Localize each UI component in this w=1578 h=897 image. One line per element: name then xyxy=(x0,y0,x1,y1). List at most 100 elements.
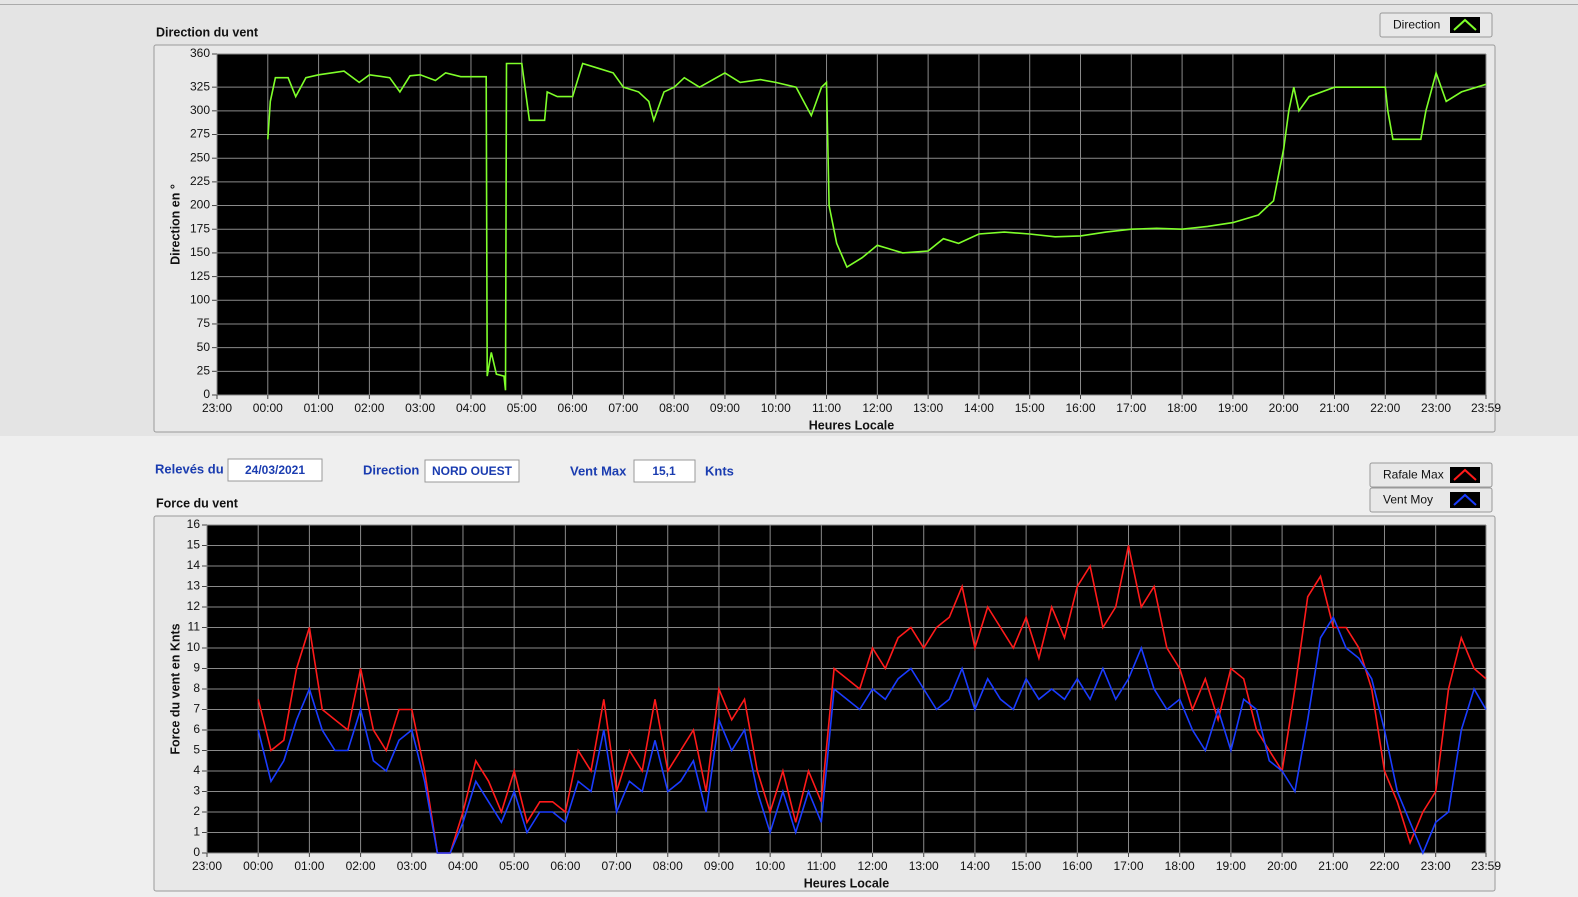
field-box xyxy=(424,459,520,483)
x-tick-label: 23:00 xyxy=(1421,859,1451,873)
y-tick-label: 250 xyxy=(190,150,210,164)
x-tick-label: 12:00 xyxy=(862,401,892,415)
y-tick-label: 50 xyxy=(197,340,211,354)
y-tick-label: 175 xyxy=(190,221,210,235)
legend-swatch xyxy=(1453,468,1477,481)
x-tick-label: 10:00 xyxy=(761,401,791,415)
y-tick-label: 1 xyxy=(193,825,200,839)
y-tick-label: 325 xyxy=(190,79,210,93)
legend-swatch-bg xyxy=(1450,492,1480,508)
x-tick-label: 09:00 xyxy=(704,859,734,873)
y-tick-label: 7 xyxy=(193,702,200,716)
x-tick-label: 02:00 xyxy=(354,401,384,415)
x-tick-label: 05:00 xyxy=(507,401,537,415)
chart-title: Force du vent xyxy=(156,496,239,510)
y-tick-label: 16 xyxy=(187,517,201,531)
x-tick-label: 23:00 xyxy=(1421,401,1451,415)
y-tick-label: 25 xyxy=(197,363,211,377)
x-tick-label: 16:00 xyxy=(1062,859,1092,873)
y-axis-label: Force du vent en Knts xyxy=(168,623,182,754)
x-tick-label: 11:00 xyxy=(807,859,836,873)
x-tick-label: 15:00 xyxy=(1015,401,1045,415)
legend-label: Rafale Max xyxy=(1383,468,1444,482)
y-tick-label: 200 xyxy=(190,198,210,212)
x-tick-label: 04:00 xyxy=(456,401,486,415)
legend-label: Direction xyxy=(1393,18,1440,32)
x-tick-label: 13:00 xyxy=(909,859,939,873)
y-tick-label: 5 xyxy=(193,743,200,757)
x-tick-label: 16:00 xyxy=(1065,401,1095,415)
legend-swatch xyxy=(1453,18,1477,31)
x-tick-label: 06:00 xyxy=(550,859,580,873)
x-tick-label: 01:00 xyxy=(304,401,334,415)
y-tick-label: 9 xyxy=(193,661,200,675)
x-tick-label: 04:00 xyxy=(448,859,478,873)
field-box xyxy=(633,459,696,483)
y-tick-label: 2 xyxy=(193,804,200,818)
y-tick-label: 11 xyxy=(188,620,201,634)
x-tick-label: 15:00 xyxy=(1011,859,1041,873)
x-tick-label: 00:00 xyxy=(253,401,283,415)
series-line xyxy=(257,615,1487,856)
x-tick-label: 08:00 xyxy=(659,401,689,415)
y-axis-label: Direction en ° xyxy=(168,184,182,265)
legend-swatch-bg xyxy=(1450,467,1480,483)
x-tick-label: 23:59 xyxy=(1471,401,1501,415)
field-box xyxy=(227,458,323,482)
x-tick-label: 13:00 xyxy=(913,401,943,415)
field-value: 24/03/2021 xyxy=(245,463,305,477)
x-tick-label: 19:00 xyxy=(1218,401,1248,415)
x-tick-label: 06:00 xyxy=(558,401,588,415)
x-tick-label: 21:00 xyxy=(1319,401,1349,415)
y-tick-label: 14 xyxy=(187,558,201,572)
y-tick-label: 0 xyxy=(203,387,210,401)
x-tick-label: 14:00 xyxy=(964,401,994,415)
x-tick-label: 07:00 xyxy=(608,401,638,415)
x-tick-label: 22:00 xyxy=(1370,401,1400,415)
x-tick-label: 20:00 xyxy=(1269,401,1299,415)
y-tick-label: 6 xyxy=(193,722,200,736)
field-value: 15,1 xyxy=(652,464,676,478)
legend-label: Vent Moy xyxy=(1383,493,1433,507)
x-tick-label: 14:00 xyxy=(960,859,990,873)
x-tick-label: 05:00 xyxy=(499,859,529,873)
x-tick-label: 09:00 xyxy=(710,401,740,415)
x-tick-label: 19:00 xyxy=(1216,859,1246,873)
x-axis-label: Heures Locale xyxy=(809,418,895,432)
y-tick-label: 125 xyxy=(190,269,210,283)
chart-title: Direction du vent xyxy=(156,25,259,39)
field-unit: Knts xyxy=(705,463,734,478)
y-tick-label: 12 xyxy=(187,599,201,613)
x-tick-label: 03:00 xyxy=(397,859,427,873)
field-label: Relevés du xyxy=(155,461,224,476)
y-tick-label: 15 xyxy=(187,538,201,552)
legend-swatch xyxy=(1453,493,1477,506)
y-tick-label: 3 xyxy=(193,784,200,798)
legend-swatch-bg xyxy=(1450,17,1480,33)
x-tick-label: 22:00 xyxy=(1369,859,1399,873)
x-tick-label: 10:00 xyxy=(755,859,785,873)
y-tick-label: 4 xyxy=(193,763,200,777)
x-tick-label: 02:00 xyxy=(346,859,376,873)
x-axis-label: Heures Locale xyxy=(804,876,890,890)
field-value: NORD OUEST xyxy=(432,464,513,478)
x-tick-label: 23:59 xyxy=(1471,859,1501,873)
x-tick-label: 21:00 xyxy=(1318,859,1348,873)
series-line xyxy=(267,62,1487,391)
y-tick-label: 8 xyxy=(193,681,200,695)
x-tick-label: 20:00 xyxy=(1267,859,1297,873)
x-tick-label: 00:00 xyxy=(243,859,273,873)
x-tick-label: 18:00 xyxy=(1165,859,1195,873)
y-tick-label: 150 xyxy=(190,245,210,259)
x-tick-label: 17:00 xyxy=(1116,401,1146,415)
x-tick-label: 01:00 xyxy=(294,859,324,873)
x-tick-label: 11:00 xyxy=(812,401,841,415)
y-tick-label: 275 xyxy=(190,127,210,141)
x-tick-label: 18:00 xyxy=(1167,401,1197,415)
x-tick-label: 08:00 xyxy=(653,859,683,873)
x-tick-label: 07:00 xyxy=(602,859,632,873)
y-tick-label: 300 xyxy=(190,103,210,117)
y-tick-label: 75 xyxy=(197,316,211,330)
x-tick-label: 03:00 xyxy=(405,401,435,415)
